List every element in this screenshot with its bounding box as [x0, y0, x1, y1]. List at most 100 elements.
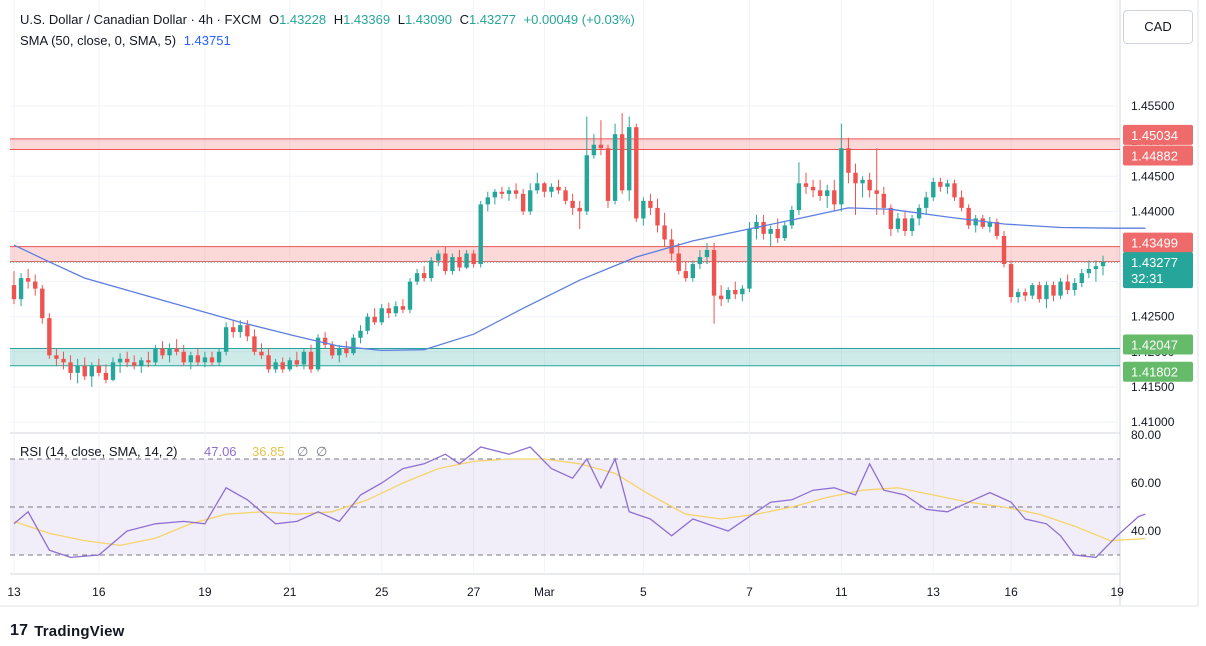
candle-down	[266, 355, 271, 370]
candle-down	[146, 360, 151, 363]
candle-up	[1072, 283, 1077, 291]
candle-up	[117, 358, 123, 363]
candle-up	[627, 127, 632, 191]
candle-up	[110, 362, 116, 380]
candle-down	[676, 253, 681, 272]
time-tick-label: 7	[746, 585, 753, 599]
candle-up	[301, 351, 307, 365]
candle-up	[315, 337, 321, 370]
candle-up	[464, 253, 469, 268]
close-value: 1.43277	[468, 12, 516, 27]
candle-down	[61, 358, 66, 363]
high-value: 1.43369	[343, 12, 391, 27]
candle-down	[598, 144, 604, 149]
candle-down	[499, 191, 505, 194]
candle-up	[18, 278, 24, 300]
candle-up	[612, 134, 618, 201]
candle-up	[153, 348, 158, 363]
candle-down	[372, 316, 377, 323]
candle-up	[825, 190, 830, 196]
last-price-bg	[1123, 252, 1193, 289]
candle-up	[1058, 281, 1063, 296]
time-tick-label: 16	[92, 585, 106, 599]
candle-up	[754, 221, 759, 229]
candle-down	[443, 253, 448, 272]
candle-down	[803, 183, 809, 187]
sma-value: 1.43751	[183, 33, 231, 48]
candle-down	[421, 273, 427, 279]
candle-up	[379, 308, 384, 323]
candle-down	[25, 278, 31, 282]
candle-down	[1065, 281, 1070, 291]
candle-down	[556, 186, 561, 191]
candle-down	[231, 327, 236, 333]
candle-down	[68, 362, 73, 373]
rsi-legend-title: RSI (14, close, SMA, 14, 2)	[20, 444, 178, 459]
candle-down	[810, 186, 816, 191]
candle-up	[407, 281, 413, 310]
price-level-label-bg	[1123, 334, 1193, 355]
tradingview-footer[interactable]: 17 TradingView	[10, 622, 124, 640]
candle-up	[549, 186, 554, 192]
currency-button[interactable]: CAD	[1123, 10, 1193, 44]
candle-down	[11, 285, 17, 300]
candle-up	[740, 288, 745, 295]
symbol-title[interactable]: U.S. Dollar / Canadian Dollar · 4h · FXC…	[20, 12, 262, 27]
candle-down	[520, 193, 526, 212]
candle-up	[1079, 273, 1084, 284]
price-tick-label: 1.45500	[1131, 99, 1175, 113]
price-level-label: 1.43499	[1131, 236, 1178, 251]
time-tick-label: 25	[375, 585, 389, 599]
rsi-legend-value: 47.06	[204, 444, 237, 459]
candle-down	[245, 325, 250, 337]
time-tick-label: 16	[1004, 585, 1018, 599]
candle-up	[584, 155, 589, 212]
sma-legend[interactable]: SMA (50, close, 0, SMA, 5) 1.43751	[20, 33, 235, 48]
time-tick-label: 19	[1110, 585, 1124, 599]
candle-up	[492, 191, 498, 198]
candle-down	[902, 218, 908, 232]
sma-line	[13, 207, 1146, 352]
candle-up	[1086, 268, 1092, 274]
candle-down	[634, 127, 639, 219]
candle-down	[733, 290, 738, 295]
high-label: H	[333, 12, 344, 27]
tradingview-logo-icon: 17	[10, 622, 29, 639]
candle-up	[789, 209, 795, 226]
candle-down	[832, 190, 837, 205]
bar-countdown: 32:31	[1131, 271, 1164, 286]
candle-down	[881, 193, 886, 208]
candle-up	[139, 360, 144, 366]
price-tick-label: 1.41000	[1131, 415, 1175, 429]
low-value: 1.43090	[404, 12, 452, 27]
close-label: C	[459, 12, 469, 27]
rsi-legend-extra: ∅	[297, 444, 308, 459]
candle-down	[980, 218, 985, 227]
candle-down	[655, 207, 660, 226]
candle-up	[436, 253, 441, 261]
candle-up	[796, 183, 802, 210]
candle-up	[478, 204, 483, 265]
candle-up	[1093, 266, 1099, 269]
candle-up	[931, 181, 936, 198]
candle-down	[570, 200, 575, 208]
candle-up	[690, 264, 696, 279]
candle-up	[726, 290, 731, 300]
candle-up	[528, 190, 533, 212]
price-tick-label: 1.44000	[1131, 204, 1175, 218]
candle-up	[450, 257, 455, 272]
candle-up	[238, 325, 243, 333]
candle-up	[641, 200, 646, 219]
candle-down	[471, 253, 476, 265]
price-level-label: 1.45034	[1131, 128, 1178, 143]
rsi-legend-ma-value: 36.85	[252, 444, 285, 459]
candle-down	[209, 357, 215, 363]
brand-name: TradingView	[34, 622, 125, 640]
time-tick-label: 19	[198, 585, 212, 599]
candle-up	[973, 218, 978, 226]
low-label: L	[397, 12, 405, 27]
candle-up	[216, 351, 222, 363]
candle-up	[782, 225, 787, 239]
candle-up	[89, 365, 94, 377]
